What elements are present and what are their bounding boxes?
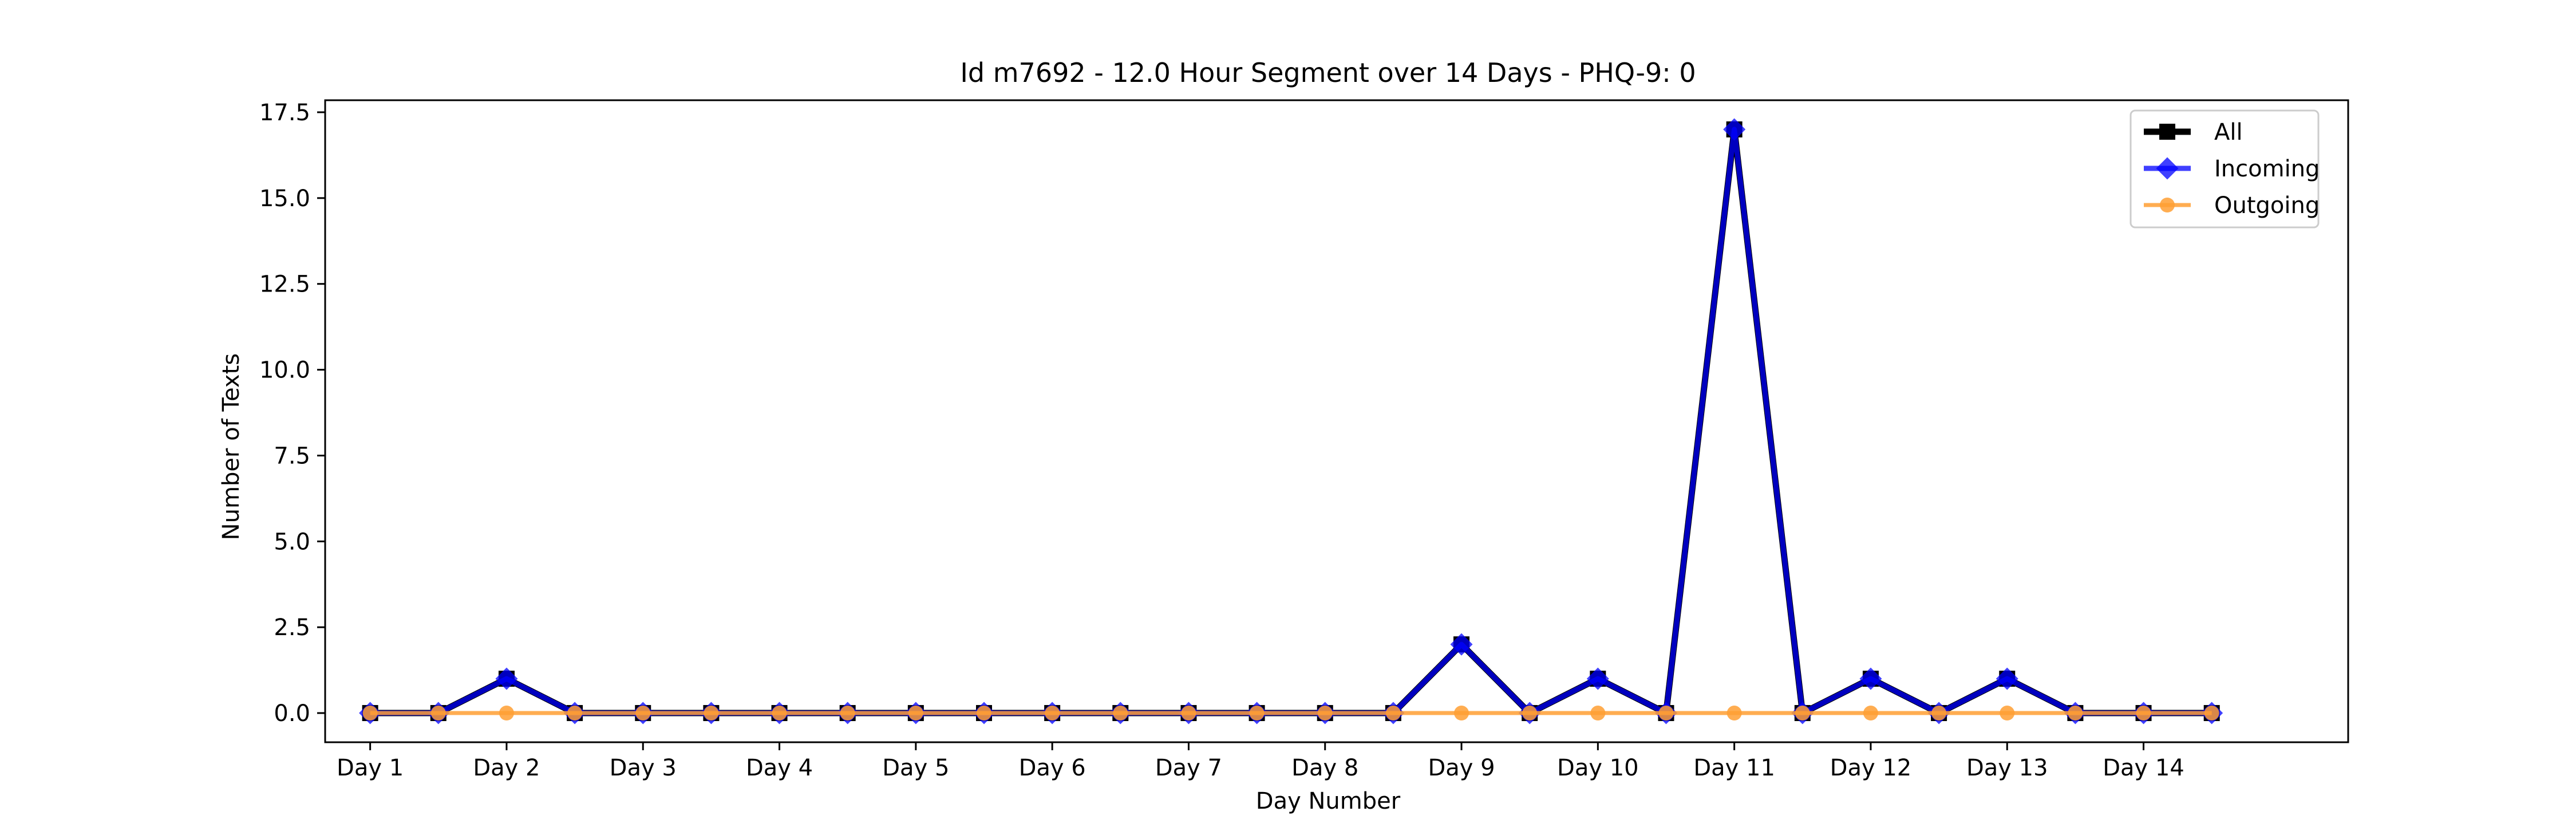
data-point-outgoing <box>2000 706 2015 721</box>
legend-label: Outgoing <box>2214 192 2320 219</box>
x-tick-label: Day 13 <box>1966 755 2048 781</box>
legend-item-outgoing: Outgoing <box>2144 192 2320 219</box>
data-point-incoming <box>1859 667 1882 690</box>
data-point-outgoing <box>567 706 583 721</box>
y-tick-label: 17.5 <box>259 100 310 126</box>
data-point-outgoing <box>635 706 651 721</box>
data-point-incoming <box>1586 667 1609 690</box>
series-line-incoming <box>370 127 2212 716</box>
y-tick-label: 7.5 <box>274 443 310 469</box>
data-point-outgoing <box>704 706 719 721</box>
x-tick-label: Day 12 <box>1830 755 1912 781</box>
series-line-all <box>370 126 2212 716</box>
y-tick-label: 5.0 <box>274 529 310 555</box>
y-tick-label: 2.5 <box>274 615 310 641</box>
x-tick-label: Day 8 <box>1291 755 1358 781</box>
data-point-outgoing <box>1522 706 1538 721</box>
data-point-outgoing <box>1931 706 1947 721</box>
data-point-outgoing <box>772 706 787 721</box>
y-tick-label: 10.0 <box>259 357 310 384</box>
data-point-incoming <box>1723 118 1746 141</box>
data-point-outgoing <box>2136 706 2151 721</box>
data-point-outgoing <box>908 706 923 721</box>
legend-swatch-marker <box>2156 157 2179 180</box>
x-tick-label: Day 7 <box>1155 755 1222 781</box>
data-point-outgoing <box>1795 706 1810 721</box>
x-tick-label: Day 11 <box>1693 755 1775 781</box>
y-tick-label: 12.5 <box>259 271 310 298</box>
data-point-outgoing <box>1658 706 1674 721</box>
data-point-incoming <box>1996 667 2018 690</box>
y-axis-label: Number of Texts <box>218 353 244 540</box>
series-incoming <box>359 118 2223 724</box>
data-point-outgoing <box>840 706 855 721</box>
data-point-outgoing <box>1454 706 1469 721</box>
data-point-outgoing <box>1249 706 1265 721</box>
x-tick-label: Day 14 <box>2103 755 2184 781</box>
data-point-outgoing <box>1045 706 1060 721</box>
data-point-outgoing <box>1385 706 1401 721</box>
x-tick-label: Day 3 <box>610 755 677 781</box>
data-point-outgoing <box>1726 706 1742 721</box>
x-tick-label: Day 1 <box>337 755 404 781</box>
legend-label: Incoming <box>2214 156 2320 182</box>
data-point-incoming <box>1450 633 1473 656</box>
plot-area: 0.0 2.5 5.0 7.5 10.0 12.5 15.0 17.5 Day 1 Day 2 Da… <box>259 99 2349 781</box>
data-point-outgoing <box>1181 706 1196 721</box>
data-point-outgoing <box>1317 706 1333 721</box>
x-tick-label: Day 6 <box>1019 755 1086 781</box>
data-point-outgoing <box>2204 706 2219 721</box>
data-point-outgoing <box>1113 706 1128 721</box>
x-tick-label: Day 10 <box>1557 755 1639 781</box>
series-outgoing <box>362 706 2219 721</box>
legend-swatch-marker <box>2160 198 2175 212</box>
legend-item-all: All <box>2144 119 2243 145</box>
x-tick-label: Day 5 <box>882 755 949 781</box>
x-tick-label: Day 2 <box>473 755 540 781</box>
data-point-outgoing <box>1590 706 1606 721</box>
axes-frame <box>324 99 2349 743</box>
legend-item-incoming: Incoming <box>2144 156 2320 182</box>
x-axis-label: Day Number <box>1256 788 1401 814</box>
legend: All Incoming Outgoing <box>2129 109 2320 229</box>
data-point-outgoing <box>976 706 991 721</box>
x-tick-label: Day 9 <box>1428 755 1495 781</box>
y-tick-label: 15.0 <box>259 186 310 212</box>
data-point-outgoing <box>2068 706 2083 721</box>
data-point-outgoing <box>362 706 378 721</box>
data-point-outgoing <box>1863 706 1878 721</box>
x-tick-label: Day 4 <box>746 755 813 781</box>
legend-swatch-marker <box>2159 124 2175 140</box>
legend-frame <box>2129 109 2320 229</box>
series-all <box>362 121 2220 722</box>
data-point-incoming <box>495 667 518 690</box>
legend-label: All <box>2214 119 2243 145</box>
y-tick-label: 0.0 <box>274 700 310 727</box>
chart-title: Id m7692 - 12.0 Hour Segment over 14 Day… <box>960 57 1696 88</box>
data-point-outgoing <box>499 706 514 721</box>
data-point-outgoing <box>430 706 446 721</box>
